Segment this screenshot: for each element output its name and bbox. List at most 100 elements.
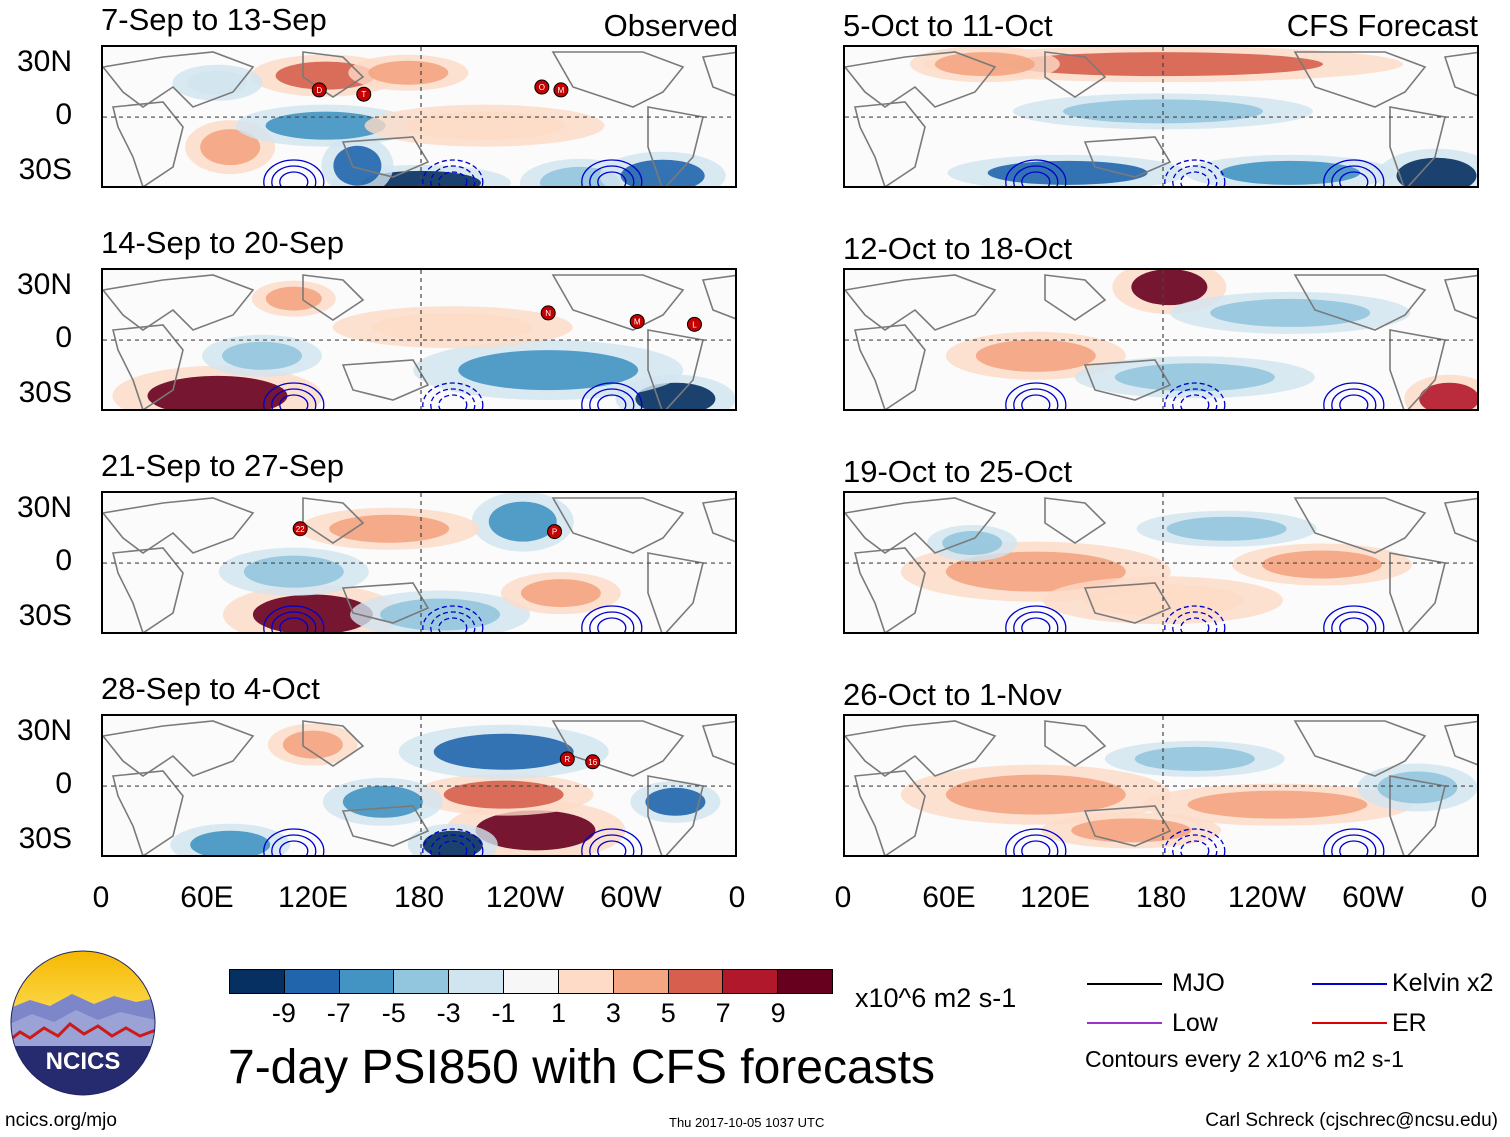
kelvin-contour (279, 617, 309, 632)
map-anomaly-field (845, 270, 1477, 409)
coastline (341, 359, 430, 401)
logo-text: NCICS (46, 1048, 121, 1075)
kelvin-contour (1021, 840, 1051, 855)
coastline (551, 274, 685, 331)
kelvin-contour (430, 388, 476, 409)
map-anomaly-field: 22 P (103, 493, 735, 632)
storm-label: T (361, 90, 366, 99)
coastline (551, 51, 685, 108)
coastline (647, 775, 704, 855)
coastline (302, 720, 365, 767)
storm-label: 16 (588, 758, 597, 767)
coastline (302, 497, 365, 544)
kelvin-contour (1005, 159, 1067, 186)
map-anomaly-field: R 16 (103, 716, 735, 855)
kelvin-contour (1172, 165, 1218, 186)
coastline (1443, 274, 1477, 320)
kelvin-contour (1013, 611, 1059, 632)
kelvin-contour (1339, 617, 1369, 632)
kelvin-contour (1164, 828, 1226, 855)
lon-label: 180 (1135, 881, 1187, 914)
kelvin-contour (1180, 617, 1210, 632)
lat-label: 0 (55, 321, 72, 354)
kelvin-contour (1323, 605, 1385, 632)
main-title: 7-day PSI850 with CFS forecasts (228, 1041, 935, 1094)
kelvin-contour (271, 388, 317, 409)
anomaly-blob (147, 375, 288, 409)
coastline (1389, 552, 1446, 632)
colorbar-label: -7 (326, 998, 351, 1028)
map-anomaly-field: N M L (103, 270, 735, 409)
lon-label: 120E (277, 881, 349, 914)
coastline (845, 274, 997, 331)
kelvin-contour (430, 834, 476, 855)
legend-er-label: ER (1392, 1009, 1427, 1037)
anomaly-blob (329, 514, 450, 543)
storm-marker: L (686, 316, 702, 332)
colorbar-label: 3 (605, 998, 621, 1028)
storm-label: 22 (296, 525, 305, 534)
kelvin-contour (597, 171, 627, 186)
kelvin-contour (589, 611, 635, 632)
colorbar (229, 969, 833, 994)
kelvin-contour (271, 165, 317, 186)
lat-label: 30N (16, 491, 72, 524)
coastline (103, 497, 255, 554)
storm-label: P (552, 528, 557, 537)
coastline (853, 324, 926, 409)
colorbar-label: -3 (436, 998, 461, 1028)
kelvin-contour (589, 834, 635, 855)
coastline (1083, 582, 1172, 624)
anomaly-blob (252, 594, 373, 632)
kelvin-contour (1323, 159, 1385, 186)
panel-title-left-4: 28-Sep to 4-Oct (101, 671, 320, 706)
coastline (111, 770, 184, 855)
colorbar-swatch (284, 970, 340, 993)
kelvin-contour (581, 828, 643, 855)
lat-label: 0 (55, 544, 72, 577)
lat-label: 30N (16, 268, 72, 301)
legend-kelvin-label: Kelvin x2 (1392, 969, 1494, 997)
observed-label: Observed (603, 8, 738, 43)
storm-marker: R (559, 751, 575, 767)
kelvin-contour (271, 611, 317, 632)
legend-mjo-label: MJO (1172, 969, 1225, 997)
colorbar-label: 1 (550, 998, 566, 1028)
lat-label: 30N (16, 45, 72, 78)
storm-marker: M (629, 313, 645, 329)
map-panel: 22 P (101, 491, 737, 634)
kelvin-contour (589, 165, 635, 186)
kelvin-contour (1005, 382, 1067, 409)
kelvin-contour (263, 382, 325, 409)
lat-label: 0 (55, 98, 72, 131)
kelvin-contour (1339, 394, 1369, 409)
storm-label: N (545, 309, 551, 318)
kelvin-contour (597, 617, 627, 632)
coastline (853, 770, 926, 855)
kelvin-contour (1172, 611, 1218, 632)
coastline (111, 547, 184, 632)
coastline (1293, 274, 1427, 331)
forecast-label: CFS Forecast (1286, 8, 1478, 43)
colorbar-swatch (613, 970, 669, 993)
anomaly-blob (265, 111, 386, 140)
kelvin-contour (1331, 165, 1377, 186)
kelvin-contour (422, 382, 484, 409)
anomaly-blob (422, 830, 483, 855)
kelvin-contour (1331, 388, 1377, 409)
anomaly-blob (645, 787, 706, 816)
coastline (111, 324, 184, 409)
kelvin-contour (1180, 171, 1210, 186)
kelvin-contour (1013, 834, 1059, 855)
panel-title-right-3: 19-Oct to 25-Oct (843, 454, 1073, 489)
timestamp: Thu 2017-10-05 1037 UTC (669, 1115, 825, 1130)
anomaly-blob (945, 551, 1126, 592)
lat-label: 0 (55, 767, 72, 800)
footer-url[interactable]: ncics.org/mjo (5, 1110, 117, 1131)
coastline (853, 547, 926, 632)
anomaly-blob (243, 555, 344, 588)
anomaly-blob (1166, 516, 1287, 541)
coastline (341, 582, 430, 624)
anomaly-blob (368, 60, 449, 85)
coastline (1044, 497, 1107, 544)
